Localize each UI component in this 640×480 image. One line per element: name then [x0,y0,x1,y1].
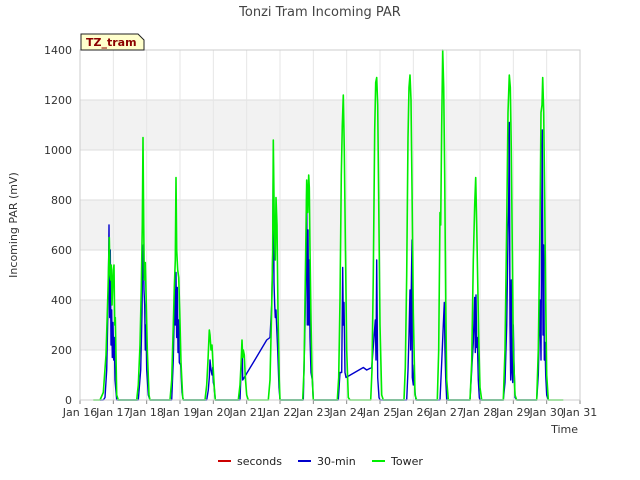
x-tick-label: Jan 23 [295,406,330,419]
plot-area [80,50,580,400]
y-tick-label: 1400 [44,44,72,57]
x-tick-label: Jan 21 [228,406,263,419]
y-tick-label: 400 [51,294,72,307]
legend: seconds 30-min Tower [218,455,423,468]
plot-band [80,50,580,100]
legend-label-seconds: seconds [237,455,282,468]
x-tick-label: Jan 19 [162,406,197,419]
x-tick-label: Jan 31 [562,406,597,419]
plot-frame [79,49,581,401]
y-axis-title: Incoming PAR (mV) [7,172,20,278]
x-tick-label: Jan 27 [428,406,463,419]
x-tick-label: Jan 17 [95,406,130,419]
x-tick-label: Jan 16 [62,406,97,419]
y-tick-label: 600 [51,244,72,257]
x-tick-label: Jan 29 [495,406,530,419]
plot-band [80,100,580,150]
x-tick-label: Jan 25 [362,406,397,419]
legend-label-tower: Tower [390,455,423,468]
plot-band [80,150,580,200]
site-label: TZ_tram [86,36,137,49]
y-tick-label: 1000 [44,144,72,157]
x-tick-label: Jan 22 [262,406,297,419]
plot-band [80,300,580,350]
legend-label-30-min: 30-min [317,455,356,468]
x-tick-label: Jan 26 [395,406,430,419]
x-tick-label: Jan 28 [462,406,497,419]
x-tick-label: Jan 18 [128,406,163,419]
site-label-background [80,33,145,51]
y-tick-label: 800 [51,194,72,207]
x-tick-label: Jan 20 [195,406,230,419]
chart-title: Tonzi Tram Incoming PAR [238,5,401,20]
plot-band [80,350,580,400]
y-tick-label: 1200 [44,94,72,107]
y-tick-label: 200 [51,344,72,357]
plot-band [80,250,580,300]
x-tick-label: Jan 30 [528,406,563,419]
x-axis-title: Time [550,423,578,436]
plot-band [80,200,580,250]
y-tick-label: 0 [65,394,72,407]
site-label-box: TZ_tram [80,33,145,51]
x-tick-label: Jan 24 [328,406,363,419]
